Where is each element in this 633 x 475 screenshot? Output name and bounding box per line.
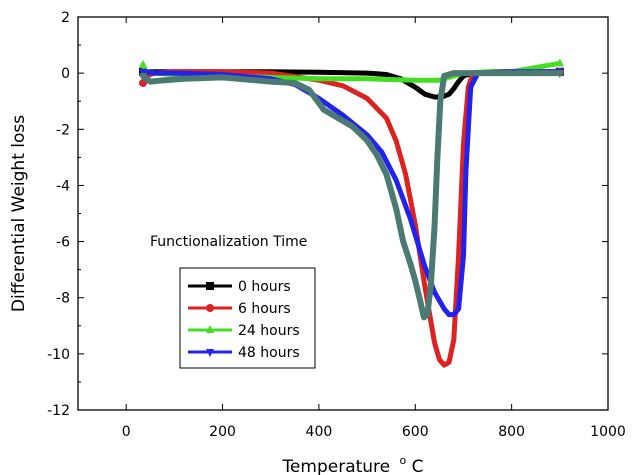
legend-swatch-marker	[206, 304, 214, 312]
series-point	[555, 70, 564, 79]
y-tick-label: -12	[47, 403, 70, 419]
legend-title: Functionalization Time	[150, 234, 307, 250]
y-tick-label: -10	[47, 347, 70, 363]
legend-label: 24 hours	[238, 323, 300, 339]
x-tick-label: 1000	[590, 424, 626, 440]
legend-label: 48 hours	[238, 345, 300, 361]
legend-item: 0 hours	[188, 279, 291, 295]
legend-item: 6 hours	[188, 301, 291, 317]
legend: 0 hours 6 hours 24 hours 48 hours	[179, 267, 316, 369]
series-line	[140, 69, 563, 368]
x-tick-label: 0	[122, 424, 131, 440]
y-tick-label: -8	[56, 291, 70, 307]
x-tick-label: 400	[306, 424, 333, 440]
x-tick-label: 200	[209, 424, 236, 440]
legend-swatch-marker	[206, 282, 214, 290]
x-axis-title: Temperature o C	[281, 449, 423, 475]
series-point	[139, 72, 148, 81]
y-tick-label: 2	[61, 10, 70, 26]
y-axis-title: Differential Weight loss	[9, 115, 29, 312]
legend-item: 48 hours	[188, 345, 300, 361]
x-axis-unit: C	[412, 457, 424, 475]
series-point	[139, 68, 148, 77]
legend-label: 0 hours	[238, 279, 291, 295]
legend-swatch-marker	[206, 325, 214, 333]
x-tick-label: 800	[498, 424, 525, 440]
series-4	[139, 70, 564, 321]
x-axis-title-text: Temperature	[281, 457, 390, 475]
y-tick-label: -6	[56, 235, 70, 251]
y-tick-label: 0	[61, 66, 70, 82]
x-tick-label: 600	[402, 424, 429, 440]
legend-item: 24 hours	[188, 323, 300, 339]
series-line	[140, 70, 563, 321]
legend-swatch-marker	[206, 349, 214, 357]
series-point	[139, 59, 148, 68]
y-tick-label: -4	[56, 178, 70, 194]
x-axis-unit-degree: o	[400, 454, 407, 467]
legend-label: 6 hours	[238, 301, 291, 317]
series-point	[555, 58, 564, 67]
y-tick-label: -2	[56, 122, 70, 138]
